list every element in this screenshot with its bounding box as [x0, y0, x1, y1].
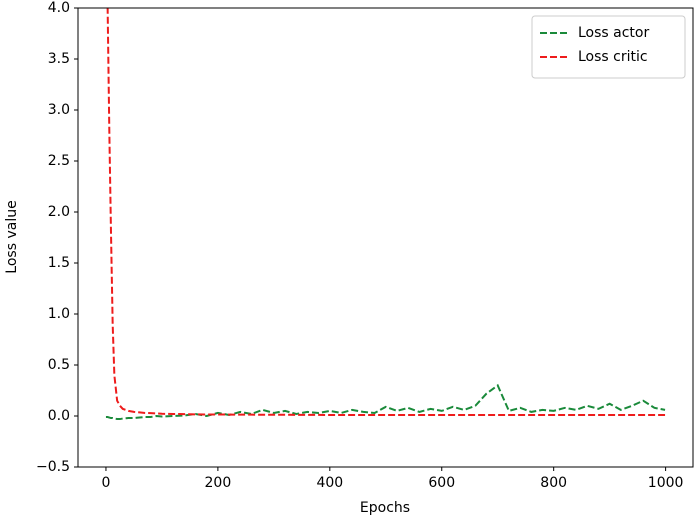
x-tick-label: 400	[316, 475, 343, 491]
data-line	[105, 383, 666, 421]
legend-label: Loss critic	[578, 49, 648, 65]
y-tick-label: 0.0	[48, 408, 70, 424]
x-tick-label: 600	[428, 475, 455, 491]
y-tick-label: 3.5	[48, 51, 70, 67]
data-line	[106, 8, 666, 416]
y-tick-label: 1.5	[48, 255, 70, 271]
y-tick-label: 1.0	[48, 306, 70, 322]
y-tick-label: 2.5	[48, 153, 70, 169]
legend-label: Loss actor	[578, 25, 649, 41]
y-tick-label: 3.0	[48, 102, 70, 118]
axes-frame	[77, 7, 694, 468]
legend-box	[531, 15, 686, 79]
x-tick-label: 1000	[648, 475, 684, 491]
x-tick-label: 800	[540, 475, 567, 491]
x-axis-label: Epochs	[360, 500, 410, 516]
y-tick-label: −0.5	[36, 459, 70, 475]
x-tick-label: 200	[205, 475, 232, 491]
y-tick-label: 4.0	[48, 0, 70, 16]
y-tick-label: 0.5	[48, 357, 70, 373]
plot-area	[105, 8, 666, 421]
x-tick-label: 0	[101, 475, 110, 491]
y-axis-label: Loss value	[4, 200, 20, 273]
y-tick-label: 2.0	[48, 204, 70, 220]
